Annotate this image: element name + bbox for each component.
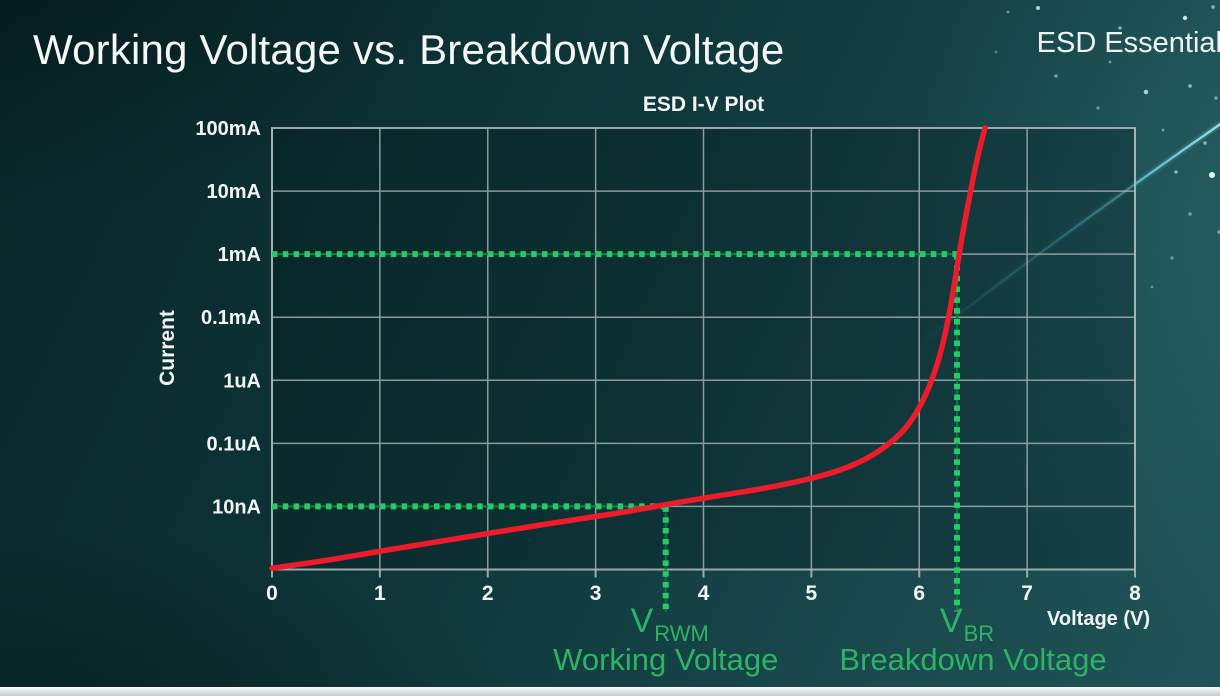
brand-text: ESD Essential <box>1036 27 1220 59</box>
x-tick-label: 4 <box>698 582 710 605</box>
particle-dot <box>1150 285 1154 289</box>
particle-dot <box>1036 6 1040 10</box>
particle-dot <box>1006 10 1010 14</box>
x-tick-label: 0 <box>266 582 278 605</box>
y-axis-title: Current <box>156 310 179 386</box>
particle-dot <box>1203 141 1207 145</box>
y-tick-label: 10mA <box>207 181 261 203</box>
x-tick-label: 7 <box>1021 582 1033 605</box>
particle-dot <box>1174 170 1178 174</box>
particle-dot <box>1161 128 1165 132</box>
particle-dot <box>1209 172 1215 178</box>
x-tick-label: 8 <box>1129 582 1141 605</box>
y-tick-label: 0.1uA <box>207 433 261 455</box>
particle-dot <box>1118 26 1122 30</box>
particle-dot <box>1143 89 1149 95</box>
page-title: Working Voltage vs. Breakdown Voltage <box>33 26 785 73</box>
video-progress-bar[interactable] <box>0 687 1220 696</box>
x-tick-label: 6 <box>913 582 925 605</box>
vrwm-symbol: V <box>630 602 654 640</box>
y-tick-label: 10nA <box>212 496 261 518</box>
vbr-label: VBR <box>940 604 994 645</box>
particle-dot <box>1182 15 1188 21</box>
vrwm-subscript: RWM <box>654 621 709 646</box>
particle-dot <box>1188 84 1192 88</box>
x-tick-label: 1 <box>374 582 386 605</box>
particle-dot <box>1217 230 1220 234</box>
particle-dot <box>1096 106 1100 110</box>
x-tick-label: 3 <box>590 582 602 605</box>
working-voltage-caption: Working Voltage <box>553 642 779 677</box>
x-tick-label: 5 <box>806 582 818 605</box>
breakdown-voltage-caption: Breakdown Voltage <box>839 642 1107 677</box>
vrwm-label: VRWM <box>631 604 709 645</box>
particle-dots <box>994 5 1220 289</box>
particle-dot <box>1054 74 1058 78</box>
particle-dot <box>1170 256 1174 260</box>
x-axis-title: Voltage (V) <box>1047 608 1150 630</box>
y-tick-label: 1uA <box>223 370 261 392</box>
particle-dot <box>1214 96 1218 100</box>
y-tick-label: 1mA <box>218 244 261 266</box>
particle-dot <box>1188 212 1192 216</box>
particle-dot <box>1108 60 1112 64</box>
iv-curve <box>269 125 988 571</box>
x-tick-label: 2 <box>482 582 494 605</box>
y-tick-label: 100mA <box>195 118 261 140</box>
vbr-symbol: V <box>939 602 963 640</box>
particle-dot <box>1211 5 1215 9</box>
vbr-subscript: BR <box>963 621 995 646</box>
particle-dot <box>994 50 998 54</box>
y-tick-label: 0.1mA <box>201 307 261 329</box>
chart-title: ESD I-V Plot <box>642 93 765 116</box>
particle-dot <box>1153 45 1157 49</box>
